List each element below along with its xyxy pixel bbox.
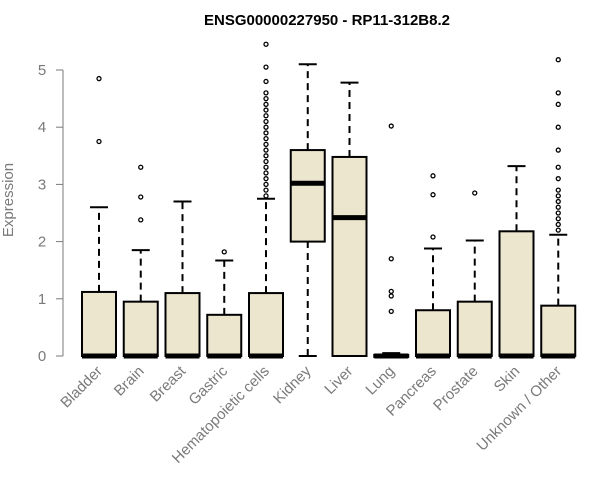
outlier-point (263, 176, 269, 182)
outlier-point (555, 187, 561, 193)
outlier-point (263, 170, 269, 176)
outlier-point (388, 288, 394, 295)
outlier-point (263, 147, 269, 153)
outlier-point (263, 181, 269, 188)
box-rect (206, 313, 243, 358)
outlier-point (555, 147, 561, 153)
box-pancreas (415, 173, 451, 359)
y-tick-label: 3 (38, 176, 46, 193)
y-tick-label: 0 (38, 348, 46, 365)
outlier-point (555, 176, 561, 182)
outlier-point (388, 308, 394, 315)
outlier-point (472, 190, 478, 196)
boxes-group (81, 41, 577, 359)
x-tick-label: Lung (362, 363, 398, 399)
box-rect (289, 149, 326, 243)
box-gastric (206, 249, 243, 359)
outlier-point (555, 198, 561, 205)
outlier-point (555, 164, 561, 170)
box-rect (415, 309, 451, 357)
outlier-point (263, 153, 269, 159)
x-tick-label: Skin (491, 363, 524, 396)
box-rect (331, 155, 368, 357)
outlier-point (263, 164, 269, 170)
outlier-point (263, 187, 269, 193)
y-tick-label: 2 (38, 234, 46, 251)
x-tick-label: Bladder (57, 363, 106, 412)
outlier-point (263, 113, 269, 119)
box-breast (164, 200, 201, 359)
outlier-point (430, 192, 436, 198)
box-bladder (81, 75, 117, 359)
outlier-point (555, 204, 561, 210)
box-rect (122, 300, 159, 358)
outlier-point (555, 101, 561, 107)
outlier-point (263, 107, 269, 113)
x-tick-label: Kidney (270, 362, 315, 407)
outlier-point (263, 158, 269, 165)
outlier-point (555, 227, 561, 233)
y-tick-label: 1 (38, 291, 46, 308)
outlier-point (263, 41, 269, 47)
box-rect (540, 304, 577, 357)
y-axis-label: Expression (0, 163, 17, 237)
outlier-point (263, 130, 269, 136)
box-rect (81, 290, 117, 358)
outlier-point (263, 193, 269, 199)
outlier-point (555, 193, 561, 199)
y-axis: 0 1 2 3 4 5 (38, 62, 64, 365)
box-liver (331, 81, 368, 357)
outlier-point (263, 78, 269, 85)
outlier-point (221, 249, 227, 255)
x-tick-label: Breast (147, 362, 190, 405)
box-unknown-other (540, 57, 577, 359)
box-rect (498, 230, 535, 357)
y-tick-label: 4 (38, 119, 46, 136)
outlier-point (555, 221, 561, 228)
box-rect (164, 292, 201, 357)
outlier-point (388, 256, 394, 262)
box-lung (373, 123, 410, 359)
outlier-point (555, 210, 561, 216)
outlier-point (555, 57, 561, 63)
x-tick-label: Liver (321, 363, 356, 398)
box-rect (456, 300, 493, 358)
box-kidney (289, 63, 326, 357)
chart-title: ENSG00000227950 - RP11-312B8.2 (204, 12, 450, 29)
outlier-point (138, 164, 144, 170)
outlier-point (96, 138, 102, 145)
outlier-point (555, 90, 561, 96)
box-skin (498, 165, 535, 359)
x-tick-label: Prostate (430, 363, 482, 415)
box-hematopoietic-cells (248, 41, 284, 359)
x-tick-label: Brain (111, 363, 148, 400)
outlier-point (263, 141, 269, 148)
outlier-point (263, 95, 269, 102)
y-tick-label: 5 (38, 62, 46, 79)
box-rect (248, 292, 284, 357)
box-brain (122, 164, 159, 359)
outlier-point (96, 75, 102, 82)
outlier-point (263, 90, 269, 96)
outlier-point (263, 64, 269, 70)
box-prostate (456, 190, 493, 359)
outlier-point (430, 234, 436, 240)
outlier-point (430, 173, 436, 179)
outlier-point (263, 101, 269, 107)
outlier-point (388, 123, 394, 129)
outlier-point (263, 135, 269, 142)
outlier-point (555, 216, 561, 222)
outlier-point (555, 124, 561, 130)
outlier-point (138, 217, 144, 223)
outlier-point (263, 118, 269, 125)
outlier-point (263, 124, 269, 130)
outlier-point (138, 194, 144, 200)
outlier-point (388, 293, 394, 299)
